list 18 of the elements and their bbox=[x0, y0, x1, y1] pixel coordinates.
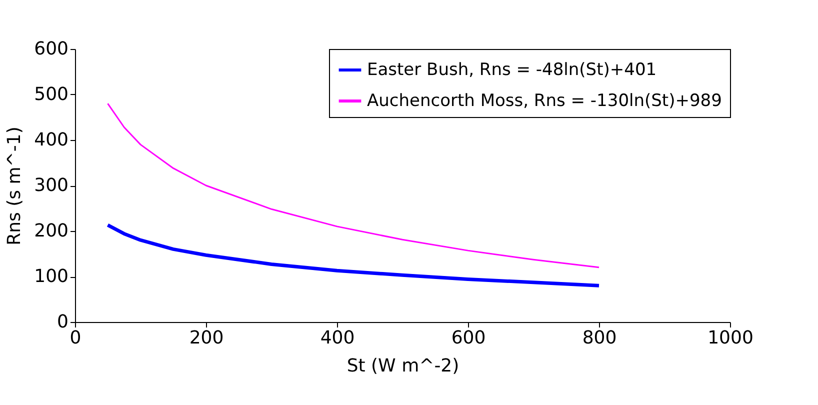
x-tick-label: 0 bbox=[70, 328, 82, 348]
x-tick-label: 200 bbox=[189, 328, 224, 348]
legend-label: Auchencorth Moss, Rns = -130ln(St)+989 bbox=[367, 91, 722, 111]
x-tick-label: 600 bbox=[451, 328, 486, 348]
x-axis-title: St (W m^-2) bbox=[346, 356, 460, 376]
y-axis-title: Rns (s m^-1) bbox=[4, 126, 26, 246]
legend-label: Easter Bush, Rns = -48ln(St)+401 bbox=[367, 60, 657, 80]
line-series bbox=[106, 223, 601, 288]
y-tick-label: 0 bbox=[57, 312, 68, 332]
x-tick-label: 800 bbox=[582, 328, 617, 348]
y-tick-label: 600 bbox=[34, 38, 68, 60]
y-tick-label: 500 bbox=[34, 84, 68, 105]
y-tick-label: 400 bbox=[34, 130, 68, 150]
y-tick-label: 200 bbox=[34, 220, 68, 242]
y-tick-label: 300 bbox=[34, 175, 68, 196]
y-tick-label: 100 bbox=[34, 266, 68, 287]
x-tick-label: 1000 bbox=[708, 328, 754, 348]
x-tick-label: 400 bbox=[320, 328, 355, 348]
